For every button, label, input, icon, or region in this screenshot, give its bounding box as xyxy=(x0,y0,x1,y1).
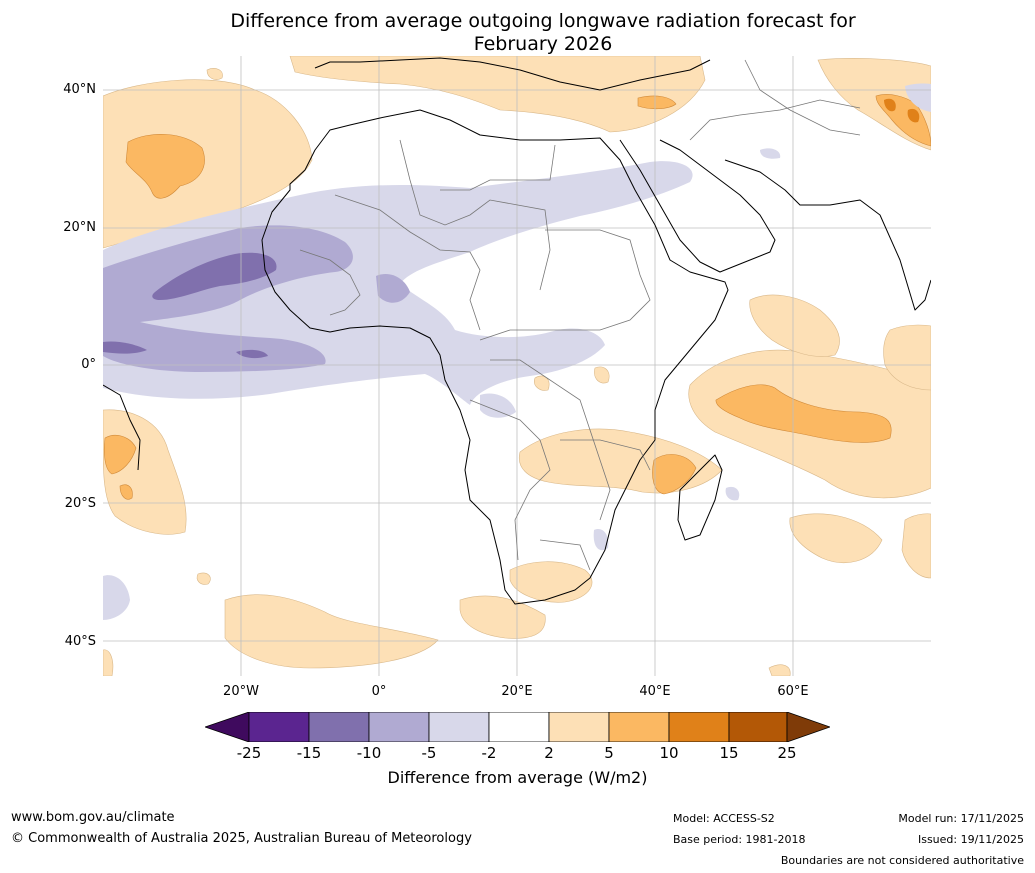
coastlines xyxy=(103,57,931,605)
model-name: Model: ACCESS-S2 xyxy=(673,812,775,825)
copyright-text: © Commonwealth of Australia 2025, Austra… xyxy=(11,831,472,846)
lon-label-40e: 40°E xyxy=(639,684,671,699)
base-period: Base period: 1981-2018 xyxy=(673,833,806,846)
lat-label-40n: 40°N xyxy=(63,82,96,97)
colorbar-swatch xyxy=(668,712,730,742)
colorbar-tick: 5 xyxy=(604,744,614,762)
colorbar-swatch xyxy=(428,712,490,742)
colorbar-extend-low xyxy=(205,712,250,742)
anomaly-map xyxy=(103,56,931,676)
negative-anomaly-5-10 xyxy=(103,225,410,372)
colorbar-tick: 2 xyxy=(544,744,554,762)
colorbar-swatch xyxy=(308,712,370,742)
boundaries-disclaimer: Boundaries are not considered authoritat… xyxy=(780,854,1024,867)
colorbar-swatch xyxy=(248,712,310,742)
title-line-1: Difference from average outgoing longwav… xyxy=(230,10,856,32)
colorbar-tick: 10 xyxy=(659,744,679,762)
lon-label-20e: 20°E xyxy=(501,684,533,699)
colorbar-tick: -10 xyxy=(356,744,382,762)
website-link[interactable]: www.bom.gov.au/climate xyxy=(11,810,175,825)
colorbar-swatch xyxy=(548,712,610,742)
country-borders xyxy=(299,59,861,571)
lon-label-60e: 60°E xyxy=(777,684,809,699)
colorbar-tick: -5 xyxy=(421,744,437,762)
colorbar-label: Difference from average (W/m2) xyxy=(387,768,648,787)
lat-label-0: 0° xyxy=(81,357,96,372)
colorbar-extend-high xyxy=(786,712,830,742)
lon-label-20w: 20°W xyxy=(223,684,259,699)
model-run-date: Model run: 17/11/2025 xyxy=(898,812,1024,825)
graticule xyxy=(103,56,931,676)
colorbar-tick: -15 xyxy=(296,744,322,762)
negative-anomaly-10-15 xyxy=(103,252,277,359)
title-line-2: February 2026 xyxy=(473,33,613,55)
lat-label-40s: 40°S xyxy=(64,634,96,649)
map-panel xyxy=(103,56,931,676)
colorbar-swatch xyxy=(368,712,430,742)
map-title: Difference from average outgoing longwav… xyxy=(0,10,1035,56)
colorbar-tick: -2 xyxy=(481,744,497,762)
colorbar-swatch xyxy=(728,712,788,742)
colorbar-tick: 15 xyxy=(719,744,739,762)
positive-anomaly-10-15 xyxy=(884,98,920,123)
lat-label-20s: 20°S xyxy=(64,496,96,511)
issued-date: Issued: 19/11/2025 xyxy=(917,833,1024,846)
colorbar-tick: -25 xyxy=(236,744,262,762)
colorbar-tick: 25 xyxy=(777,744,797,762)
lat-label-20n: 20°N xyxy=(63,220,96,235)
colorbar-swatch xyxy=(608,712,670,742)
lon-label-0: 0° xyxy=(371,684,387,699)
colorbar xyxy=(205,712,830,742)
colorbar-swatch xyxy=(488,712,550,742)
